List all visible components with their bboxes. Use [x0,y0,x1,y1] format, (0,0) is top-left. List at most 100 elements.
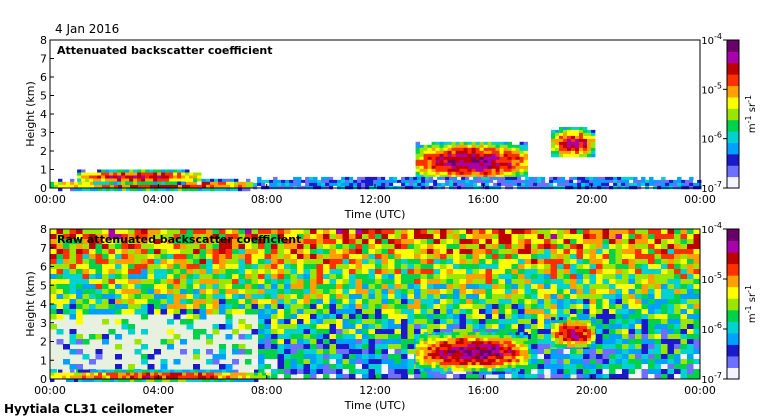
noise-cell [518,264,525,270]
noise-cell [628,289,636,295]
noise-cell [563,279,571,285]
feature-cell [170,375,175,379]
noise-cell [76,234,83,240]
noise-cell [63,344,70,350]
feature-cell [106,184,111,189]
feature-cell [254,375,259,379]
noise-cell [50,254,57,260]
feature-cell [427,159,432,164]
feature-cell [523,347,528,351]
noise-cell [505,299,512,305]
feature-cell [499,162,504,167]
noise-cell [453,264,460,270]
feature-cell [373,179,378,184]
feature-cell [519,144,524,149]
noise-cell [420,289,428,295]
noise-cell [667,304,675,310]
noise-cell [602,349,610,355]
noise-cell [674,244,681,250]
noise-cell [50,249,57,255]
noise-cell [531,314,538,320]
noise-cell [290,354,298,360]
noise-cell [193,289,200,295]
feature-cell [561,182,566,187]
feature-cell [443,365,448,369]
feature-cell [503,165,508,170]
feature-cell [503,332,508,336]
noise-cell [303,244,311,250]
feature-cell [82,378,87,382]
feature-cell [507,338,512,342]
noise-cell [544,289,551,295]
feature-cell [97,175,102,179]
noise-cell [303,334,311,340]
noise-cell [329,344,337,350]
noise-cell [264,259,272,265]
noise-cell [69,294,77,300]
noise-cell [388,324,395,330]
noise-cell [186,299,194,305]
feature-cell [439,165,444,170]
noise-cell [446,274,454,280]
noise-cell [186,279,194,285]
feature-cell [206,184,211,189]
noise-cell [297,369,304,375]
feature-cell [198,375,203,379]
feature-cell [253,179,258,184]
noise-cell [115,299,122,305]
noise-cell [297,374,304,380]
feature-cell [511,165,516,170]
noise-cell [648,234,655,240]
feature-cell [495,165,500,170]
feature-cell [401,182,406,187]
noise-cell [225,299,233,305]
noise-cell [147,269,155,275]
feature-cell [463,144,468,149]
noise-cell [336,334,343,340]
feature-cell [459,356,464,360]
noise-cell [121,294,129,300]
feature-cell [397,179,402,184]
noise-cell [544,304,551,310]
noise-cell [583,374,590,380]
noise-cell [544,319,551,325]
feature-cell [345,182,350,187]
noise-cell [342,354,350,360]
noise-cell [89,264,96,270]
feature-cell [641,176,646,181]
noise-cell [212,264,220,270]
noise-cell [225,274,233,280]
noise-cell [76,249,83,255]
feature-cell [495,168,500,173]
noise-cell [394,289,402,295]
feature-cell [551,144,556,149]
feature-cell [483,362,488,366]
noise-cell [550,279,558,285]
noise-cell [661,279,668,285]
feature-cell [365,182,370,187]
feature-cell [459,165,464,170]
feature-cell [451,368,456,372]
feature-cell [435,159,440,164]
noise-cell [537,274,545,280]
y-tick-label: 7 [40,53,47,66]
noise-cell [219,229,226,235]
noise-cell [134,259,142,265]
noise-cell [576,354,584,360]
feature-cell [475,335,480,339]
noise-cell [141,304,148,310]
noise-cell [674,284,681,290]
feature-cell [579,317,584,321]
noise-cell [264,234,272,240]
feature-cell [193,175,198,179]
feature-cell [431,338,436,342]
noise-cell [615,359,623,365]
noise-cell [154,249,161,255]
feature-cell [415,338,420,342]
noise-cell [596,289,603,295]
noise-cell [485,324,493,330]
feature-cell [435,368,440,372]
feature-cell [431,144,436,149]
feature-cell [501,179,506,184]
noise-cell [388,284,395,290]
